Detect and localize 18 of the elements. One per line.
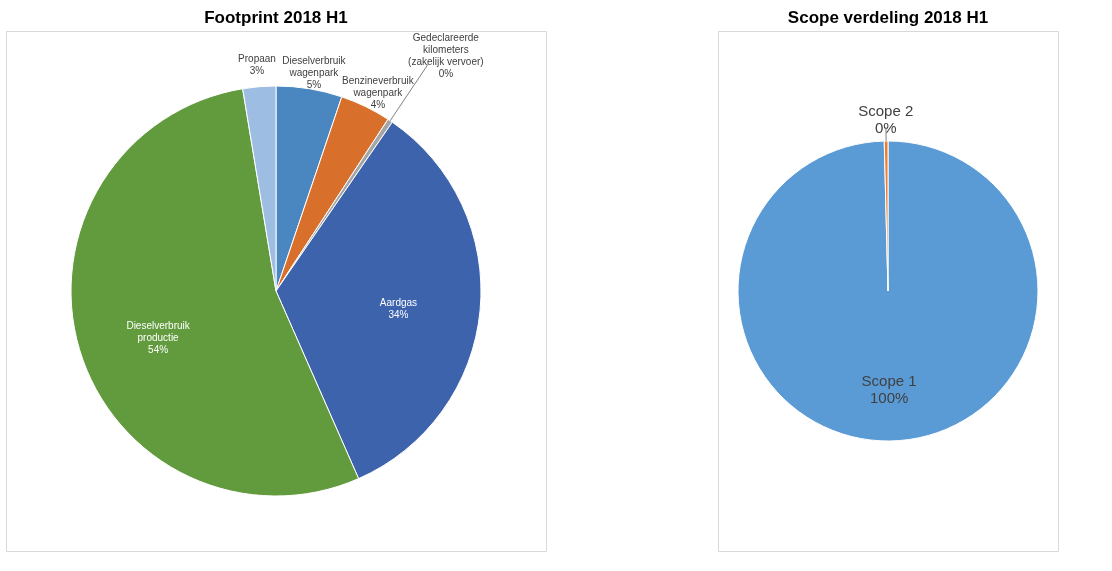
slice-label: Dieselverbruik productie [126, 320, 191, 344]
slice-label: Scope 2 [858, 102, 914, 120]
slice-label: Aardgas [379, 296, 418, 308]
slice-label: Benzineverbruik wagenpark [341, 75, 415, 99]
slice-label: Gedeclareerde kilometers (zakelijk vervoer) [408, 31, 484, 67]
slice-label: Propaan [238, 52, 276, 64]
data-label: 34% [388, 308, 409, 320]
data-label: 100% [869, 388, 909, 406]
data-label: 5% [306, 79, 322, 91]
slice-label: Scope 1 [861, 371, 917, 389]
chart-title: Scope verdeling 2018 H1 [787, 8, 989, 27]
data-label: 4% [370, 99, 386, 111]
data-label: 0% [438, 67, 454, 79]
data-label: 3% [249, 64, 265, 76]
pie-slice [737, 140, 1039, 442]
data-label: 54% [148, 344, 169, 356]
data-label: 0% [874, 119, 897, 137]
chart-title: Footprint 2018 H1 [204, 8, 348, 27]
